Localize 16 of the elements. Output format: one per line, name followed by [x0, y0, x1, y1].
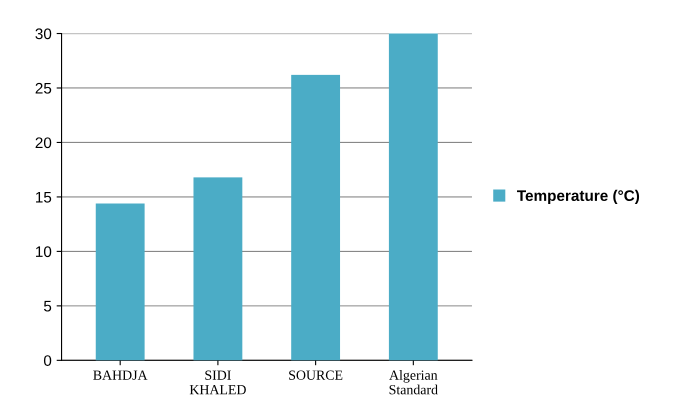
x-tick-label: BAHDJA	[93, 370, 148, 380]
bar	[193, 177, 242, 360]
y-tick-label: 15	[36, 192, 52, 203]
y-tick-label: 0	[44, 355, 52, 366]
y-tick-label: 30	[35, 28, 52, 40]
legend-label: Temperature (°C)	[517, 190, 640, 204]
y-tick-label: 25	[36, 82, 52, 94]
bar	[96, 203, 145, 360]
y-tick-label: 10	[36, 246, 52, 258]
bar	[388, 34, 438, 360]
bar	[291, 74, 340, 360]
x-tick-label: SIDI KHALED	[190, 370, 246, 394]
x-tick-label: SOURCE	[289, 370, 342, 380]
x-tick-label: Algerian Standard	[389, 370, 438, 394]
y-tick-label: 20	[36, 137, 52, 148]
y-tick-label: 5	[44, 300, 52, 312]
